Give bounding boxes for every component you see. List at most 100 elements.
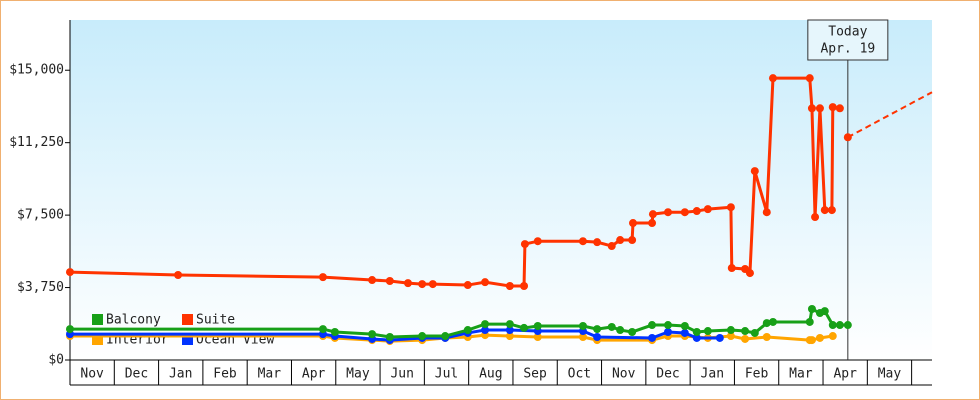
data-point bbox=[505, 320, 514, 329]
data-point bbox=[385, 276, 394, 285]
data-point bbox=[578, 333, 587, 342]
data-point bbox=[768, 317, 777, 326]
x-tick-label: Aug bbox=[479, 367, 502, 382]
data-point bbox=[533, 322, 542, 330]
data-point bbox=[807, 104, 816, 113]
data-point bbox=[330, 327, 339, 336]
x-tick-label: May bbox=[346, 367, 370, 382]
data-point bbox=[593, 325, 602, 334]
x-tick-label: Nov bbox=[80, 367, 104, 382]
data-point bbox=[318, 273, 327, 282]
data-point bbox=[648, 210, 657, 219]
data-point bbox=[463, 281, 472, 290]
legend-label: Balcony bbox=[106, 313, 161, 328]
legend-swatch bbox=[182, 314, 193, 325]
x-tick-label: Mar bbox=[789, 367, 813, 382]
data-point bbox=[505, 332, 514, 341]
data-point bbox=[428, 280, 437, 289]
legend-label: Suite bbox=[196, 313, 235, 328]
data-point bbox=[463, 326, 472, 335]
data-point bbox=[811, 213, 820, 222]
data-point bbox=[692, 327, 701, 336]
y-tick-label: $7,500 bbox=[17, 208, 64, 223]
data-point bbox=[807, 305, 816, 313]
data-point bbox=[762, 208, 771, 217]
data-point bbox=[368, 330, 377, 339]
data-point bbox=[578, 322, 587, 330]
data-point bbox=[520, 323, 529, 332]
x-tick-label: Dec bbox=[125, 367, 148, 382]
x-tick-label: Apr bbox=[833, 367, 857, 382]
data-point bbox=[505, 326, 514, 335]
data-point bbox=[750, 328, 759, 337]
data-point bbox=[663, 321, 672, 330]
data-point bbox=[628, 327, 637, 336]
data-point bbox=[418, 280, 427, 289]
data-point bbox=[533, 333, 542, 342]
forecast-line bbox=[847, 91, 933, 139]
data-point bbox=[648, 219, 657, 228]
data-point bbox=[616, 326, 625, 335]
data-point bbox=[828, 321, 837, 330]
legend-swatch bbox=[92, 334, 103, 345]
y-tick-label: $0 bbox=[48, 353, 64, 368]
data-point bbox=[318, 325, 327, 334]
data-point bbox=[66, 325, 74, 334]
data-point bbox=[680, 208, 689, 217]
data-point bbox=[663, 327, 672, 336]
data-point bbox=[843, 321, 852, 330]
data-point bbox=[648, 333, 657, 342]
x-tick-label: Feb bbox=[745, 367, 769, 382]
data-point bbox=[593, 333, 602, 342]
today-box bbox=[807, 19, 889, 61]
x-tick-label: Jun bbox=[390, 367, 413, 382]
y-tick-label: $3,750 bbox=[17, 280, 64, 295]
data-point bbox=[174, 271, 183, 279]
data-point bbox=[663, 208, 672, 217]
data-point bbox=[520, 282, 529, 291]
x-tick-label: Apr bbox=[302, 367, 326, 382]
data-point bbox=[648, 321, 657, 330]
x-tick-label: Nov bbox=[612, 367, 636, 382]
data-point bbox=[628, 236, 637, 245]
data-point bbox=[66, 268, 74, 277]
data-point bbox=[385, 333, 394, 342]
data-point bbox=[441, 332, 450, 341]
data-point bbox=[533, 237, 542, 246]
legend-swatch bbox=[92, 314, 103, 325]
x-tick-label: Jan bbox=[701, 367, 724, 382]
data-point bbox=[481, 320, 490, 329]
x-tick-label: Oct bbox=[568, 367, 591, 382]
data-point bbox=[815, 104, 824, 113]
data-point bbox=[616, 236, 625, 245]
data-point bbox=[715, 333, 724, 342]
data-point bbox=[520, 240, 529, 249]
data-point bbox=[481, 278, 490, 287]
x-tick-label: Jul bbox=[435, 367, 458, 382]
data-point bbox=[403, 279, 412, 288]
data-point bbox=[680, 322, 689, 330]
data-point bbox=[703, 205, 712, 214]
today-label: Apr. 19 bbox=[820, 42, 875, 57]
data-point bbox=[505, 282, 514, 291]
data-point bbox=[368, 276, 377, 285]
data-point bbox=[762, 333, 771, 342]
x-tick-label: Mar bbox=[258, 367, 282, 382]
data-point bbox=[629, 219, 638, 228]
data-point bbox=[692, 207, 701, 216]
data-point bbox=[828, 332, 837, 341]
data-point bbox=[835, 104, 844, 113]
data-point bbox=[578, 237, 587, 246]
data-point bbox=[805, 317, 814, 326]
data-point bbox=[745, 269, 754, 278]
data-point bbox=[692, 333, 701, 342]
data-point bbox=[703, 327, 712, 336]
today-label: Today bbox=[828, 25, 867, 40]
data-point bbox=[481, 326, 490, 335]
legend-swatch bbox=[182, 334, 193, 345]
data-point bbox=[726, 203, 735, 212]
data-point bbox=[768, 74, 777, 83]
data-point bbox=[827, 206, 836, 215]
